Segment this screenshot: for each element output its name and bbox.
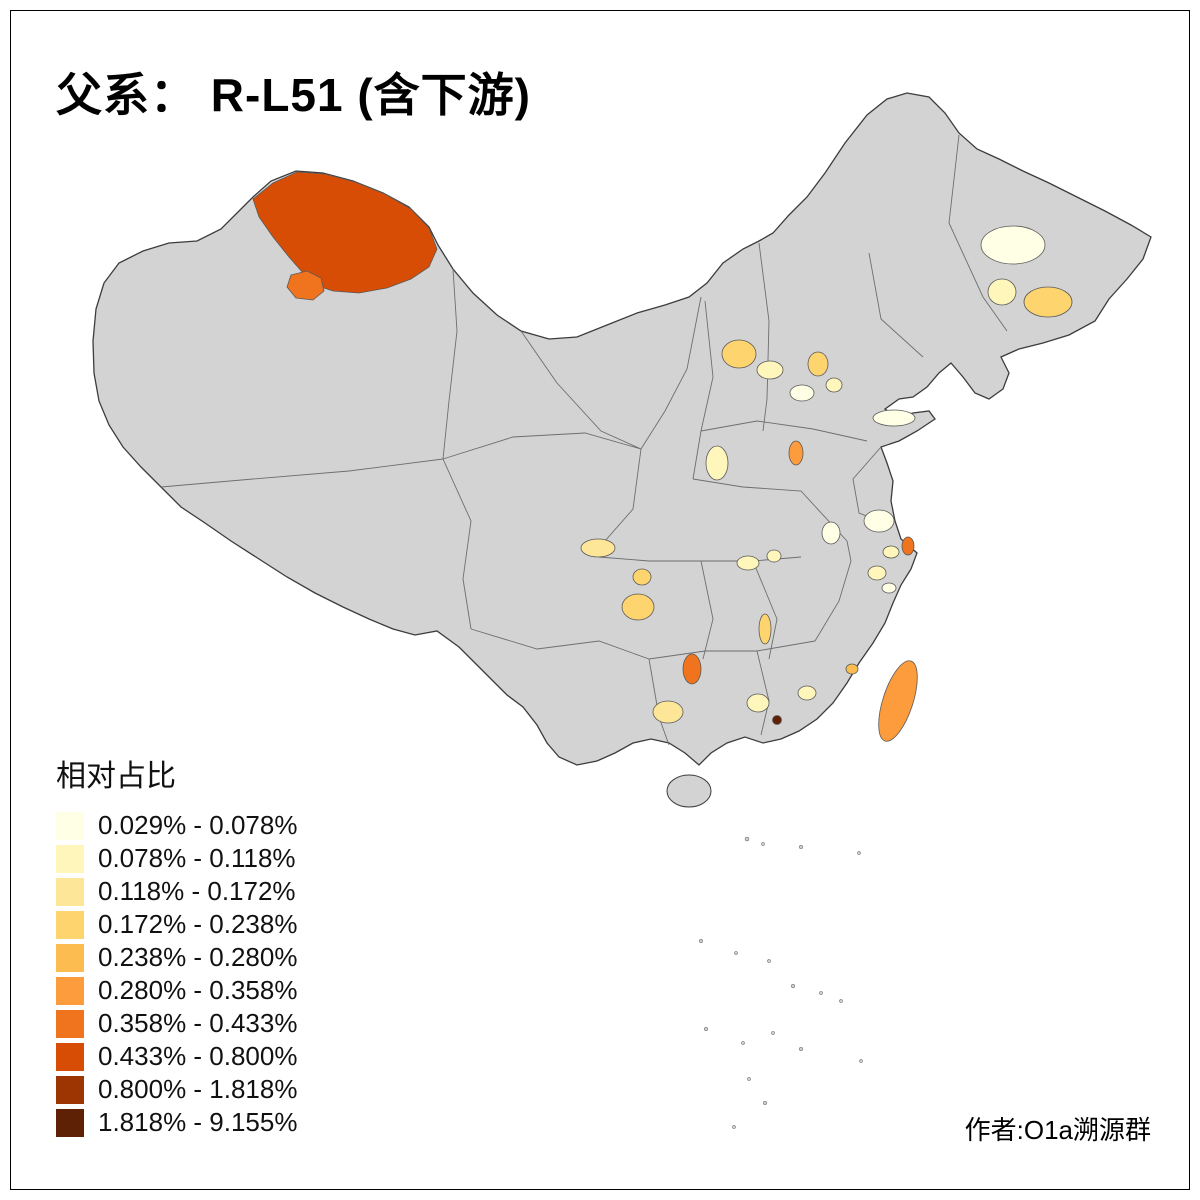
- region-shanxi-central: [705, 445, 729, 481]
- region-hubei-east: [766, 549, 782, 563]
- legend-label: 0.280% - 0.358%: [98, 975, 298, 1005]
- page-title: 父系： R-L51 (含下游): [56, 69, 531, 121]
- legend-swatch: [56, 811, 84, 840]
- legend-row: 0.358% - 0.433%: [56, 1007, 297, 1040]
- region-hebei-north: [756, 360, 784, 380]
- region-guizhou-south: [682, 653, 702, 685]
- region-chongqing: [632, 568, 652, 586]
- region-guangxi-central: [652, 700, 684, 724]
- legend-swatch: [56, 844, 84, 873]
- legend-swatch: [56, 943, 84, 972]
- legend-row: 0.172% - 0.238%: [56, 908, 297, 941]
- region-jilin-east: [1023, 286, 1073, 318]
- choropleth-patches: [252, 171, 1073, 725]
- map-frame: 父系： R-L51 (含下游): [10, 10, 1190, 1190]
- legend: 相对占比 0.029% - 0.078% 0.078% - 0.118% 0.1…: [56, 751, 297, 1139]
- legend-row: 0.800% - 1.818%: [56, 1073, 297, 1106]
- region-hebei-south: [788, 440, 804, 466]
- region-shanghai: [901, 536, 915, 556]
- legend-label: 0.118% - 0.172%: [98, 876, 296, 906]
- region-inner-mongolia-southeast: [721, 339, 757, 369]
- region-hebei-east: [825, 377, 843, 393]
- legend-swatch: [56, 1075, 84, 1104]
- legend-swatch: [56, 1108, 84, 1137]
- region-taiwan: [878, 660, 918, 742]
- legend-swatch: [56, 1009, 84, 1038]
- region-north-xinjiang-main: [252, 171, 438, 294]
- legend-swatch: [56, 976, 84, 1005]
- legend-label: 0.172% - 0.238%: [98, 909, 298, 939]
- region-north-xinjiang-small: [286, 270, 325, 301]
- region-guangdong-east: [797, 685, 817, 701]
- region-pearl-delta-dot: [772, 715, 782, 725]
- legend-row: 0.433% - 0.800%: [56, 1040, 297, 1073]
- legend-swatch: [56, 910, 84, 939]
- legend-label: 0.358% - 0.433%: [98, 1008, 298, 1038]
- region-henan-east: [821, 521, 841, 545]
- region-zhejiang-east: [881, 582, 897, 594]
- province-borders: [160, 134, 1008, 746]
- region-guangdong-west: [746, 693, 770, 713]
- region-fujian-coast: [845, 663, 859, 675]
- legend-swatch: [56, 1042, 84, 1071]
- legend-row: 0.280% - 0.358%: [56, 974, 297, 1007]
- legend-row: 0.078% - 0.118%: [56, 842, 297, 875]
- author-credit: 作者:O1a溯源群: [964, 1115, 1151, 1145]
- legend-label: 0.800% - 1.818%: [98, 1074, 298, 1104]
- china-mainland: [92, 92, 1152, 766]
- region-guizhou-north: [621, 593, 655, 621]
- legend-row: 0.118% - 0.172%: [56, 875, 297, 908]
- region-beijing: [807, 351, 829, 377]
- south-china-sea-islets: [698, 836, 863, 1129]
- region-jiangxi-central: [758, 613, 772, 645]
- legend-label: 0.238% - 0.280%: [98, 942, 298, 972]
- region-hebei-central: [789, 384, 815, 402]
- legend-row: 0.029% - 0.078%: [56, 809, 297, 842]
- region-jilin-central: [987, 278, 1017, 306]
- legend-row: 1.818% - 9.155%: [56, 1106, 297, 1139]
- region-jiangsu-south: [882, 545, 900, 559]
- region-heilongjiang-central: [980, 225, 1046, 265]
- legend-swatch: [56, 877, 84, 906]
- legend-row: 0.238% - 0.280%: [56, 941, 297, 974]
- region-sichuan-central: [580, 538, 616, 558]
- legend-title: 相对占比: [56, 760, 176, 793]
- legend-label: 1.818% - 9.155%: [98, 1107, 298, 1137]
- hainan-island: [666, 774, 712, 808]
- china-choropleth-map: [92, 92, 1152, 1129]
- region-zhejiang-north: [867, 565, 887, 581]
- region-hubei-south: [736, 555, 760, 571]
- legend-label: 0.078% - 0.118%: [98, 843, 296, 873]
- region-jiangsu-central: [863, 509, 895, 533]
- legend-label: 0.433% - 0.800%: [98, 1041, 298, 1071]
- legend-label: 0.029% - 0.078%: [98, 810, 298, 840]
- region-shandong-north: [872, 409, 916, 427]
